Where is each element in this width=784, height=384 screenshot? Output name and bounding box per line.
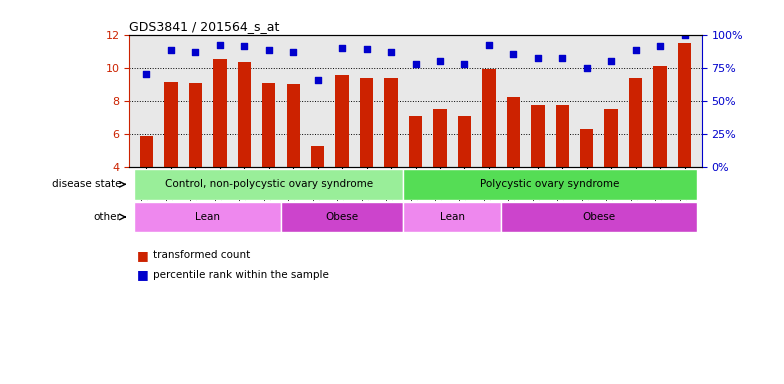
Text: Lean: Lean (195, 212, 220, 222)
Text: transformed count: transformed count (153, 250, 250, 260)
Bar (506, 97, 520, 167)
Point (385, 49, 397, 55)
Text: disease state: disease state (52, 179, 122, 189)
Bar (164, 82, 178, 167)
Point (311, 76, 324, 83)
Bar (531, 105, 545, 167)
Bar (189, 83, 202, 167)
Text: Polycystic ovary syndrome: Polycystic ovary syndrome (481, 179, 619, 189)
Bar (458, 116, 471, 167)
Point (654, 43, 666, 50)
Text: Obese: Obese (325, 212, 359, 222)
Bar (238, 62, 251, 167)
Text: Obese: Obese (583, 212, 615, 222)
Point (580, 65, 593, 71)
Point (165, 47, 177, 53)
Point (361, 46, 373, 52)
Bar (501, 202, 697, 232)
Bar (556, 105, 569, 167)
Point (287, 49, 299, 55)
Point (336, 45, 348, 51)
Bar (336, 75, 349, 167)
Point (434, 58, 446, 64)
Bar (408, 116, 423, 167)
Point (532, 55, 544, 61)
Point (409, 61, 422, 67)
Bar (262, 83, 275, 167)
Point (189, 49, 201, 55)
Point (238, 43, 251, 50)
Bar (434, 109, 447, 167)
Point (213, 42, 226, 48)
Point (458, 61, 470, 67)
Bar (604, 109, 618, 167)
Bar (653, 66, 667, 167)
Bar (384, 78, 397, 167)
Text: Control, non-polycystic ovary syndrome: Control, non-polycystic ovary syndrome (165, 179, 373, 189)
Text: Lean: Lean (440, 212, 465, 222)
Point (507, 51, 520, 58)
Bar (482, 70, 495, 167)
Bar (580, 129, 593, 167)
Bar (403, 202, 501, 232)
Bar (629, 78, 642, 167)
Text: ■: ■ (137, 268, 149, 281)
Text: percentile rank within the sample: percentile rank within the sample (153, 270, 328, 280)
Point (678, 31, 691, 38)
Point (556, 55, 568, 61)
Bar (286, 84, 300, 167)
Text: ■: ■ (137, 249, 149, 262)
Point (605, 58, 618, 64)
Point (263, 47, 275, 53)
Point (483, 42, 495, 48)
Bar (311, 146, 325, 167)
Text: other: other (93, 212, 122, 222)
Text: GDS3841 / 201564_s_at: GDS3841 / 201564_s_at (129, 20, 280, 33)
Bar (403, 169, 697, 200)
Point (630, 47, 642, 53)
Bar (134, 169, 403, 200)
Bar (678, 43, 691, 167)
Bar (213, 59, 227, 167)
Bar (140, 136, 153, 167)
Bar (360, 78, 373, 167)
Bar (134, 202, 281, 232)
Bar (281, 202, 403, 232)
Point (140, 71, 153, 78)
